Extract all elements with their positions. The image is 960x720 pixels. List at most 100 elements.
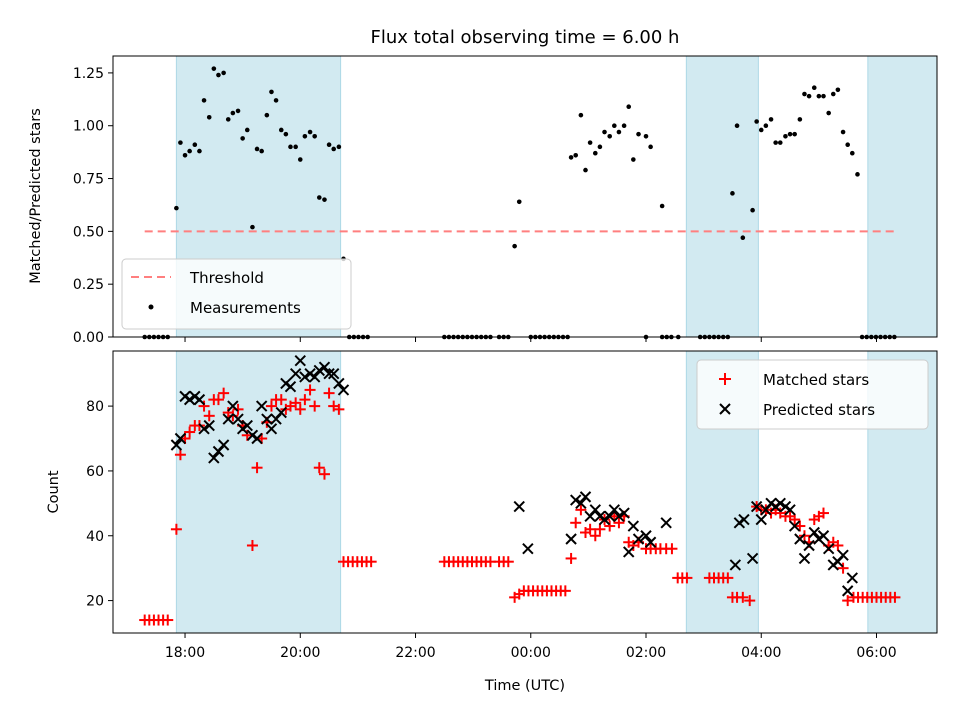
measurement-point [845, 142, 850, 148]
x-marker-b [265, 423, 278, 435]
x-marker-b [613, 510, 625, 523]
measurement-point [283, 131, 289, 137]
matched-star-point [722, 572, 734, 584]
measurement-point [740, 235, 746, 240]
x-tick-label: 22:00 [395, 645, 435, 661]
matched-star-point [842, 595, 854, 607]
matched-star-point [559, 585, 571, 597]
matched-star-point [299, 394, 311, 406]
y-tick-label: 1.00 [73, 119, 104, 135]
measurement-point [631, 157, 636, 162]
matched-star-point [265, 400, 277, 412]
x-marker-b [313, 364, 325, 377]
matched-legend-label: Matched stars [763, 371, 869, 389]
matched-star-point [218, 387, 230, 399]
measurement-point [758, 127, 764, 133]
predicted-star-point [170, 439, 183, 451]
matched-star-point [162, 614, 174, 626]
threshold-legend-label: Threshold [189, 269, 264, 287]
measurement-point [768, 117, 774, 122]
x-marker-b [817, 530, 830, 542]
x-marker-b [333, 377, 345, 390]
predicted-star-point [774, 497, 786, 510]
x-marker-b [241, 419, 253, 432]
measurement-point [216, 72, 221, 78]
predicted-star-point [318, 361, 331, 373]
x-marker-b [222, 413, 234, 425]
predicted-star-point [738, 513, 750, 526]
x-marker-b [774, 497, 786, 510]
predicted-star-point [183, 393, 196, 406]
predicted-star-point [174, 432, 187, 445]
matched-star-point [737, 591, 749, 603]
measurement-point [734, 123, 740, 129]
x-marker-b [837, 549, 849, 561]
measurement-point [197, 148, 202, 154]
measurement-point [849, 150, 855, 156]
x-tick-label: 06:00 [856, 645, 896, 661]
matched-star-point [594, 523, 606, 535]
predicted-star-point [337, 384, 350, 396]
x-marker-b [327, 367, 340, 380]
x-marker-b [660, 517, 672, 529]
predicted-star-point [644, 536, 657, 548]
predicted-star-point [313, 364, 325, 377]
measurement-point [182, 153, 188, 158]
measurement-point [659, 203, 665, 209]
matched-legend-swatch [719, 373, 731, 385]
predicted-star-point [803, 539, 815, 552]
y-tick-label: 80 [86, 399, 104, 415]
x-marker-b [640, 530, 652, 542]
x-marker-b [198, 423, 210, 435]
x-marker-b [608, 504, 621, 516]
matched-star-point [333, 403, 345, 415]
measurement-point [777, 140, 783, 145]
measurement-point [612, 123, 617, 129]
measurement-point [826, 110, 831, 116]
matched-star-point [565, 552, 577, 564]
matched-star-point [744, 595, 756, 607]
measurement-point [259, 148, 264, 154]
predicted-star-point [308, 371, 321, 383]
x-marker-b [570, 494, 582, 506]
x-marker-b [750, 500, 763, 513]
measurements-legend-label: Measurements [190, 299, 301, 317]
x-marker-b [318, 361, 331, 373]
x-marker-b [232, 413, 244, 425]
y-tick-label: 60 [86, 464, 104, 480]
x-marker-b [208, 452, 220, 464]
x-marker-b [251, 432, 263, 445]
top-y-ticks: 0.00 0.25 0.50 0.75 1.00 1.25 [73, 66, 113, 346]
y-tick-label: 0.00 [73, 330, 104, 346]
x-marker-b [513, 500, 525, 513]
predicted-star-point [522, 543, 534, 555]
x-marker-b [738, 513, 750, 526]
measurement-point [583, 167, 588, 173]
matched-star-point [570, 517, 582, 529]
predicted-star-point [575, 497, 587, 510]
x-marker-b [822, 543, 835, 555]
predicted-star-point [598, 513, 611, 526]
predicted-star-point [565, 533, 577, 545]
measurement-point [297, 157, 303, 162]
predicted-star-point [794, 533, 806, 545]
x-tick-label: 20:00 [280, 645, 320, 661]
x-marker-b [632, 533, 645, 545]
measurement-point [244, 127, 250, 133]
bottom-panel: 20 40 60 80 18:00 20:00 22:00 00:00 02:00 04:00 0… [46, 350, 938, 694]
measurement-point [269, 89, 274, 95]
matched-star-point [313, 462, 325, 474]
predicted-star-point [198, 423, 210, 435]
measurement-point [512, 243, 517, 249]
bottom-legend-box [696, 359, 929, 430]
bottom-legend: Matched stars Predicted stars [696, 359, 929, 430]
matched-star-point [502, 556, 514, 568]
x-marker-b [627, 520, 640, 532]
matched-star-point [832, 539, 844, 551]
x-marker-b [846, 572, 859, 584]
bottom-y-ticks: 20 40 60 80 [86, 399, 113, 610]
measurement-point [316, 195, 322, 200]
measurement-point [587, 140, 593, 145]
x-marker-b [284, 380, 297, 393]
predicted-star-point [841, 585, 854, 597]
